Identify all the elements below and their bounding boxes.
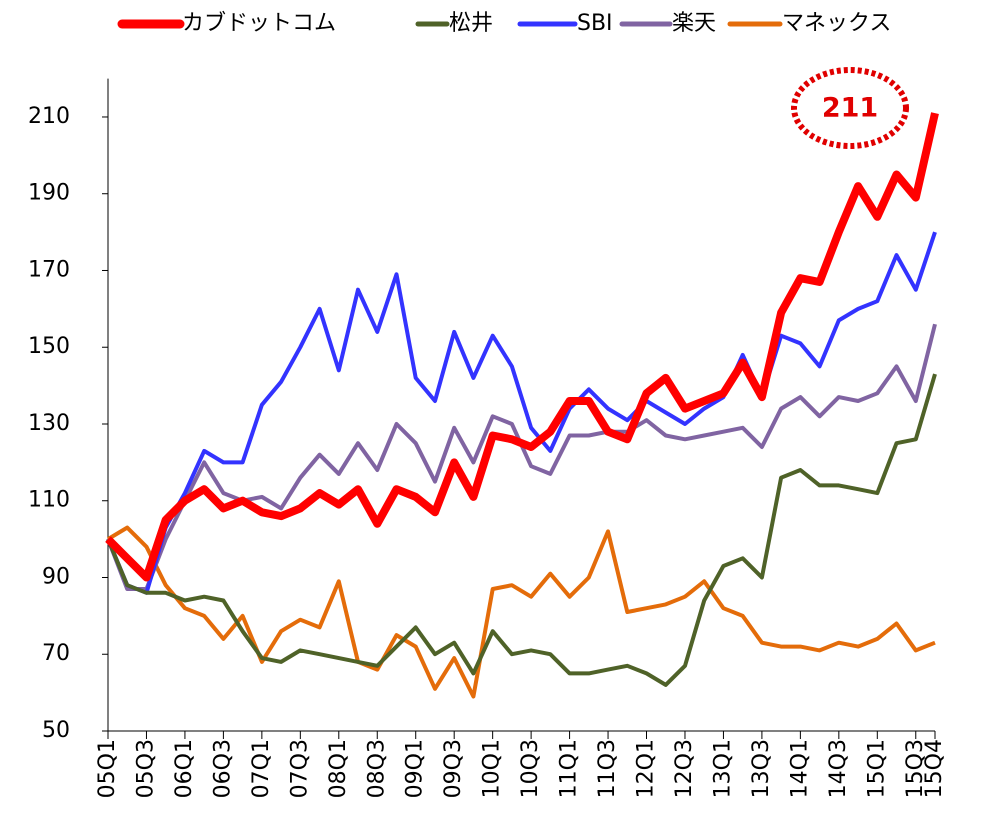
x-tick-label: 10Q1 (480, 739, 505, 798)
y-tick-label: 130 (28, 411, 70, 436)
x-tick-label: 06Q1 (172, 739, 197, 798)
y-tick-label: 110 (28, 488, 70, 513)
series-line (106, 323, 937, 591)
x-tick-label: 09Q1 (403, 739, 428, 798)
x-tick-label: 12Q3 (672, 739, 697, 798)
x-tick-label: 07Q3 (287, 739, 312, 798)
x-tick-label: 09Q3 (441, 739, 466, 798)
y-tick-label: 170 (28, 257, 70, 282)
y-tick-label: 190 (28, 181, 70, 206)
legend-label: 楽天 (672, 11, 716, 36)
series-line (106, 231, 937, 595)
series-line (105, 112, 939, 582)
legend-label: 松井 (449, 11, 493, 36)
x-tick-label: 12Q1 (634, 739, 659, 798)
x-tick-label: 08Q1 (326, 739, 351, 798)
x-tick-label: 13Q3 (749, 739, 774, 798)
y-tick-label: 150 (28, 334, 70, 359)
x-tick-label: 10Q3 (518, 739, 543, 798)
legend-label: マネックス (782, 11, 891, 36)
x-tick-label: 13Q1 (710, 739, 735, 798)
y-tick-label: 70 (42, 641, 70, 666)
x-tick-label: 15Q4 (922, 739, 947, 798)
x-tick-label: 15Q1 (864, 739, 889, 798)
x-tick-label: 06Q3 (210, 739, 235, 798)
y-tick-label: 210 (28, 104, 70, 129)
x-tick-label: 08Q3 (364, 739, 389, 798)
y-tick-label: 50 (42, 718, 70, 743)
series-line (106, 373, 937, 687)
y-tick-label: 90 (42, 564, 70, 589)
x-tick-label: 05Q3 (133, 739, 158, 798)
x-tick-label: 15Q3 (903, 739, 928, 798)
annotation-ellipse (791, 67, 909, 149)
x-tick-label: 14Q3 (826, 739, 851, 798)
legend-label: カブドットコム (182, 11, 336, 36)
x-tick-label: 11Q1 (557, 739, 582, 798)
x-tick-label: 05Q1 (95, 739, 120, 798)
x-tick-label: 14Q1 (787, 739, 812, 798)
legend-label: SBI (577, 11, 613, 36)
x-tick-label: 11Q3 (595, 739, 620, 798)
annotation: 211 (822, 93, 878, 124)
series-line (106, 525, 936, 699)
x-tick-label: 07Q1 (249, 739, 274, 798)
